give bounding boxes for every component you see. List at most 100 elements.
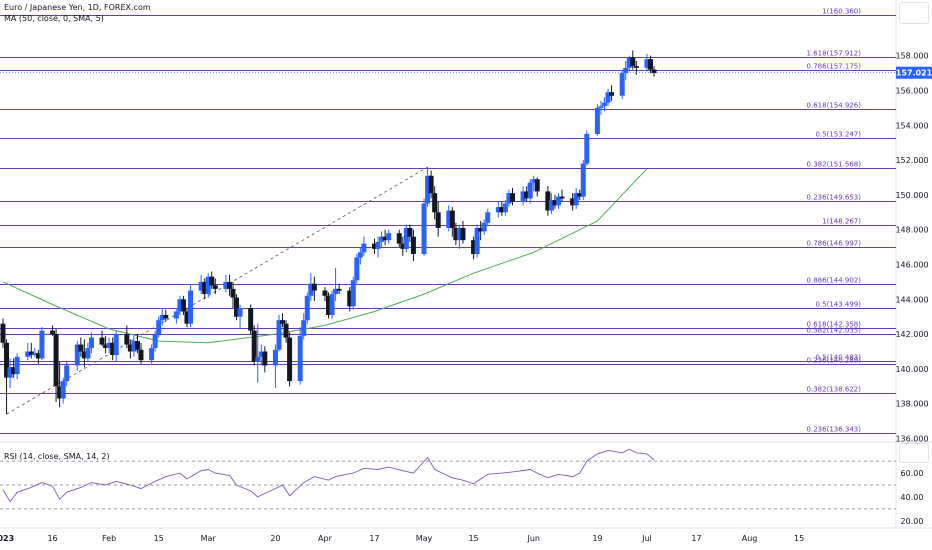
candle-up <box>644 59 650 68</box>
candle-up <box>198 281 204 291</box>
candle-up <box>74 344 80 366</box>
candle-up <box>149 348 155 361</box>
candle-up <box>159 314 165 321</box>
candle-up <box>626 57 632 68</box>
candle-down <box>262 351 268 366</box>
fib-level-label: 0.786(157.175) <box>807 63 862 71</box>
candle-up <box>481 222 487 232</box>
candle-up <box>594 107 600 134</box>
candle-down <box>311 283 317 291</box>
price-tick-label: 156.000 <box>895 86 928 95</box>
candle-up <box>64 365 70 382</box>
candle-up <box>177 299 183 312</box>
candle-down <box>28 351 34 355</box>
candle-down <box>647 59 653 70</box>
time-tick-label: 15 <box>468 534 478 543</box>
candle-down <box>435 212 441 228</box>
candle-down <box>633 66 639 68</box>
rsi-tick-label: 20.00 <box>901 517 924 526</box>
fib-level-label: 0.786(146.997) <box>807 240 862 248</box>
candle-down <box>124 334 130 345</box>
candle-up <box>32 353 38 355</box>
candle-up <box>379 236 385 242</box>
last-price-label: 157.021 <box>896 69 932 78</box>
candle-down <box>570 198 576 206</box>
candle-up <box>456 227 462 241</box>
candle-down <box>336 288 342 291</box>
fib-level-label: 1.618(157.912) <box>807 50 862 58</box>
candle-down <box>35 353 41 359</box>
candle-down <box>110 342 116 355</box>
candle-down <box>396 233 402 244</box>
candle-up <box>425 175 431 204</box>
candle-up <box>152 334 158 349</box>
candle-up <box>156 320 162 335</box>
settings-button[interactable] <box>899 2 929 24</box>
fib-level-label: 0.618(154.926) <box>807 102 862 110</box>
candle-up <box>7 367 13 378</box>
rsi-tick-label: 60.00 <box>901 469 924 478</box>
candle-up <box>106 342 112 349</box>
price-tick-label: 146.000 <box>895 261 928 270</box>
candle-down <box>449 210 455 228</box>
candle-up <box>623 67 629 74</box>
candle-down <box>347 290 353 307</box>
candle-down <box>453 227 459 241</box>
candle-down <box>127 344 133 352</box>
candle-down <box>460 227 466 241</box>
candle-up <box>619 73 625 96</box>
candle-up <box>60 381 66 399</box>
candle-down <box>57 386 63 399</box>
price-tick-label: 144.000 <box>895 295 928 304</box>
candle-up <box>495 207 501 213</box>
candle-down <box>81 351 87 359</box>
candle-up <box>85 348 91 359</box>
fib-level-label: 0.236(149.653) <box>807 194 862 202</box>
candle-down <box>577 193 583 197</box>
candle-down <box>280 320 286 324</box>
time-tick-label: Apr <box>318 534 333 543</box>
time-tick-label: May <box>416 534 433 543</box>
candle-down <box>202 281 208 295</box>
fib-level-label: 0.382(138.622) <box>807 386 862 394</box>
candle-up <box>272 349 278 366</box>
candle-up <box>223 281 229 289</box>
candle-up <box>255 356 261 362</box>
price-tick-label: 150.000 <box>895 191 928 200</box>
price-tick-label: 148.000 <box>895 226 928 235</box>
rsi-indicator-label: RSI (14, close, SMA, 14, 2) <box>4 452 110 461</box>
candle-up <box>173 311 179 319</box>
trendline <box>6 166 428 415</box>
price-tick-label: 158.000 <box>895 52 928 61</box>
candle-up <box>14 356 20 375</box>
rsi-settings-button[interactable] <box>899 443 929 463</box>
candle-down <box>180 299 186 312</box>
candle-down <box>283 323 289 338</box>
candle-down <box>478 227 484 232</box>
candle-up <box>39 330 45 359</box>
candle-up <box>357 252 363 258</box>
candle-down <box>0 323 6 343</box>
candle-up <box>350 280 356 307</box>
candle-down <box>50 330 56 335</box>
candle-up <box>329 294 335 315</box>
candle-down <box>209 276 215 286</box>
time-tick-label: Feb <box>102 534 116 543</box>
candle-down <box>471 240 477 255</box>
candle-down <box>432 193 438 213</box>
fib-level-label: 0.382(142.035) <box>807 327 862 335</box>
candle-up <box>297 335 303 382</box>
candle-down <box>234 297 240 317</box>
fib-level-label: 0.5(153.247) <box>815 131 861 139</box>
fib-level-label: 0.236(140.289) <box>807 357 862 365</box>
candle-up <box>421 203 427 255</box>
candle-up <box>304 295 310 321</box>
candle-down <box>212 285 218 289</box>
candle-up <box>598 106 604 108</box>
candle-down <box>410 236 416 255</box>
candle-up <box>301 320 307 336</box>
candle-up <box>131 341 137 352</box>
time-tick-label: 20 <box>270 534 280 543</box>
price-tick-label: 136.000 <box>895 435 928 444</box>
